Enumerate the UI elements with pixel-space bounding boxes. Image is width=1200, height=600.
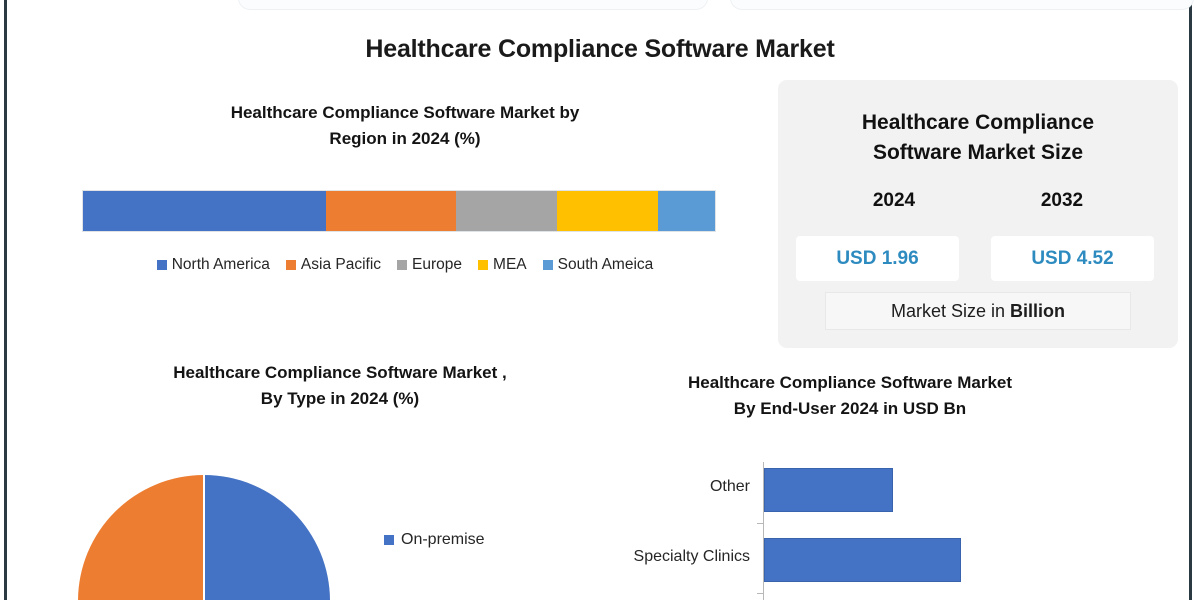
enduser-value-axis	[763, 462, 764, 600]
market-size-title-line2: Software Market Size	[872, 140, 1084, 164]
legend-swatch-icon	[397, 260, 408, 270]
type-chart-title-line2: By Type in 2024 (%)	[260, 389, 420, 409]
region-chart-title-line2: Region in 2024 (%)	[329, 129, 481, 149]
enduser-category-label: Other	[709, 478, 750, 495]
region-legend-label: Europe	[412, 256, 463, 273]
market-size-title-line1: Healthcare Compliance	[861, 111, 1095, 134]
region-bar-segment	[556, 191, 659, 231]
top-cutoff-card-right	[730, 0, 1194, 10]
market-size-value-2032: USD 4.52	[991, 236, 1154, 281]
type-chart-title-line1: Healthcare Compliance Software Market ,	[173, 363, 507, 382]
enduser-chart-title: Healthcare Compliance Software Market By…	[600, 370, 1100, 423]
enduser-bar	[764, 468, 893, 512]
region-legend-item: South Ameica	[542, 256, 654, 274]
region-legend-item: North America	[156, 256, 270, 274]
region-bar-segment	[658, 191, 715, 231]
region-legend: North America Asia Pacific Europe MEA South …	[60, 256, 750, 274]
enduser-axis-tick	[757, 523, 763, 524]
region-legend-item: MEA	[478, 256, 527, 274]
market-size-value-2024: USD 1.96	[796, 236, 959, 281]
region-bar-segment	[83, 191, 327, 231]
page-title: Healthcare Compliance Software Market	[365, 35, 835, 63]
legend-swatch-icon	[156, 260, 167, 270]
type-pie-divider	[203, 475, 205, 600]
type-legend: On-premise	[384, 531, 485, 549]
legend-swatch-icon	[478, 260, 489, 270]
type-chart-title-block: Healthcare Compliance Software Market , …	[50, 360, 630, 413]
enduser-bar-row: Other	[600, 466, 1160, 514]
market-size-year-2024: 2024	[872, 190, 916, 211]
region-stacked-bar	[82, 190, 716, 232]
right-edge-rule	[1189, 0, 1192, 600]
market-size-unit-value: Billion	[1010, 300, 1066, 321]
legend-swatch-icon	[384, 535, 394, 545]
type-pie-chart	[78, 475, 330, 600]
market-size-unit-prefix: Market Size in	[890, 300, 1006, 321]
region-legend-item: Europe	[397, 256, 462, 274]
region-bar-segment	[326, 191, 456, 231]
region-legend-label: South Ameica	[557, 256, 654, 273]
enduser-chart-title-line2: By End-User 2024 in USD Bn	[733, 399, 967, 419]
region-legend-label: MEA	[493, 256, 527, 273]
region-legend-label: Asia Pacific	[300, 256, 382, 273]
legend-swatch-icon	[542, 260, 553, 270]
enduser-bar-row: Specialty Clinics	[600, 536, 1160, 584]
enduser-bar-chart: Other Specialty Clinics	[600, 458, 1160, 600]
legend-swatch-icon	[285, 260, 296, 270]
region-chart-title-line1: Healthcare Compliance Software Market by	[230, 103, 580, 122]
enduser-axis-tick	[757, 593, 763, 594]
enduser-chart-title-block: Healthcare Compliance Software Market By…	[600, 370, 1100, 423]
type-legend-label: On-premise	[401, 531, 485, 548]
enduser-chart-title-line1: Healthcare Compliance Software Market	[687, 373, 1013, 392]
top-cutoff-card-left	[238, 0, 708, 10]
region-chart-title: Healthcare Compliance Software Market by…	[60, 100, 750, 153]
enduser-category-label: Specialty Clinics	[633, 548, 750, 565]
region-legend-item: Asia Pacific	[285, 256, 382, 274]
market-size-title: Healthcare Compliance Software Market Si…	[778, 108, 1178, 168]
type-chart-title: Healthcare Compliance Software Market , …	[50, 360, 630, 413]
left-edge-rule	[4, 0, 7, 600]
market-size-panel: Healthcare Compliance Software Market Si…	[778, 80, 1178, 348]
region-chart-title-block: Healthcare Compliance Software Market by…	[60, 100, 750, 153]
market-size-year-2032: 2032	[1040, 190, 1084, 211]
region-legend-label: North America	[171, 256, 270, 273]
market-size-unit-note: Market Size in Billion	[825, 292, 1131, 330]
enduser-bar	[764, 538, 961, 582]
region-bar-segment	[455, 191, 557, 231]
